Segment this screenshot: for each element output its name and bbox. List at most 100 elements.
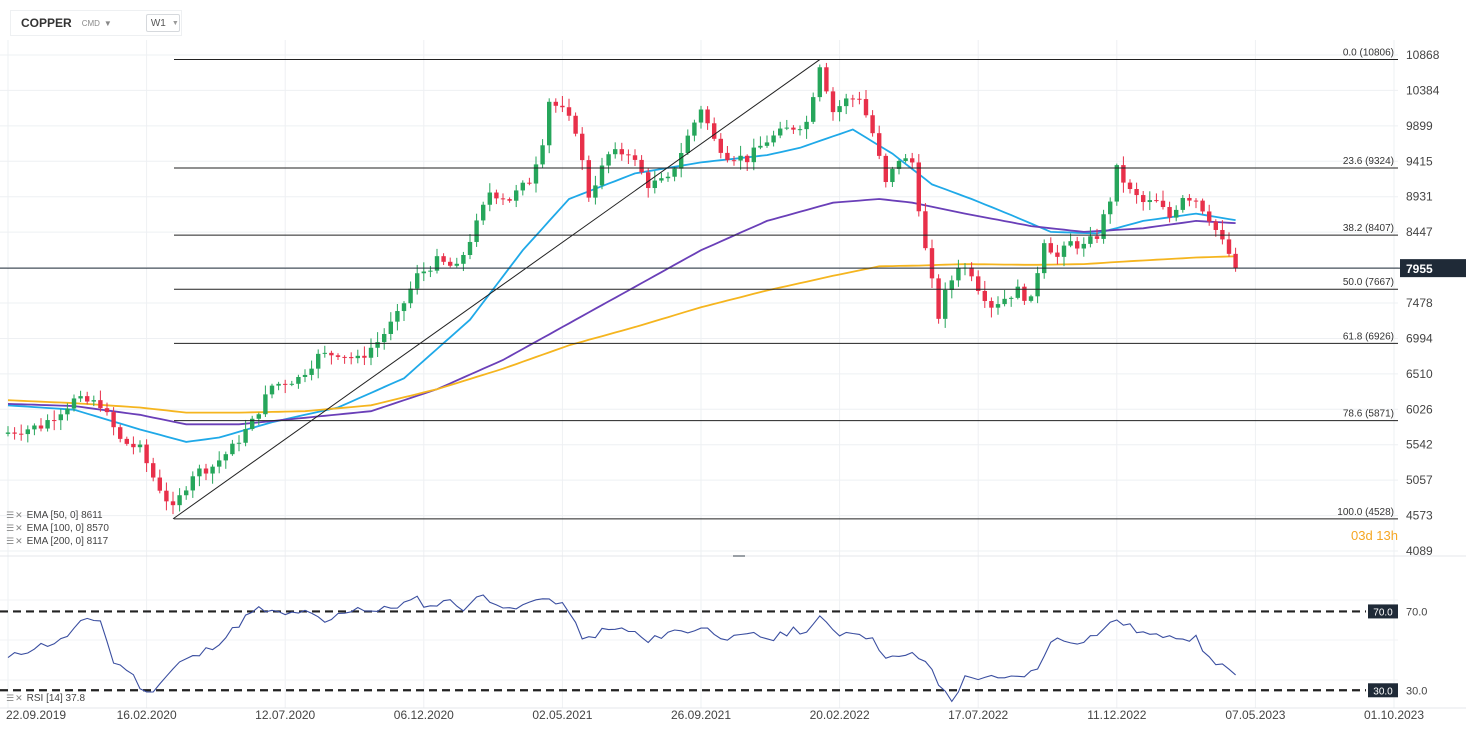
candle-body xyxy=(494,192,499,199)
fib-label: 38.2 (8407) xyxy=(1343,223,1394,234)
candle-body xyxy=(1009,297,1014,299)
candle-body xyxy=(335,355,341,357)
settings-icon[interactable]: ☰ xyxy=(6,522,15,533)
settings-icon[interactable]: ☰ xyxy=(6,692,15,703)
indicator-value: 37.8 xyxy=(65,692,86,704)
close-icon[interactable]: ✕ xyxy=(15,522,23,533)
candle-body xyxy=(1088,236,1093,244)
candle-body xyxy=(626,154,631,156)
candle-body xyxy=(111,412,116,428)
fib-label: 0.0 (10806) xyxy=(1343,48,1394,59)
candle-body xyxy=(144,444,149,464)
candle-body xyxy=(989,301,994,308)
close-icon[interactable]: ✕ xyxy=(15,509,23,520)
candle-body xyxy=(811,97,816,122)
candle-body xyxy=(1154,200,1159,202)
candle-body xyxy=(421,271,426,274)
candle-body xyxy=(309,368,314,375)
current-price-tag xyxy=(1400,259,1466,278)
candle-body xyxy=(1160,200,1166,208)
candle-body xyxy=(1193,200,1199,202)
candle-body xyxy=(236,442,242,444)
chevron-down-icon[interactable]: ▼ xyxy=(103,18,112,28)
symbol-name[interactable]: COPPER xyxy=(21,16,72,30)
candle-body xyxy=(104,408,110,413)
candle-body xyxy=(791,127,796,130)
candle-body xyxy=(725,152,730,161)
indicator-value: 8570 xyxy=(86,522,109,534)
candle-body xyxy=(52,420,57,422)
timeframe-select[interactable]: W1 ▼ xyxy=(145,14,180,32)
candle-body xyxy=(58,414,63,421)
candle-body xyxy=(692,122,697,136)
candle-body xyxy=(487,192,492,205)
candle-body xyxy=(718,138,723,153)
candle-body xyxy=(1127,182,1133,190)
candle-body xyxy=(745,155,750,163)
trendline[interactable] xyxy=(172,59,821,520)
candle-body xyxy=(652,180,657,189)
candle-body xyxy=(217,460,222,467)
candle-body xyxy=(844,98,849,107)
candle-body xyxy=(910,158,915,163)
close-icon[interactable]: ✕ xyxy=(15,692,23,703)
candle-body xyxy=(12,432,17,434)
candle-body xyxy=(817,67,822,98)
candle-body xyxy=(771,135,776,143)
candle-body xyxy=(355,355,360,359)
candle-body xyxy=(613,149,618,155)
candle-body xyxy=(500,198,506,200)
ema50-line xyxy=(7,128,1236,443)
candle-body xyxy=(289,383,294,385)
candle-body xyxy=(434,256,440,271)
candle-body xyxy=(560,105,565,108)
candle-body xyxy=(698,109,704,123)
candle-body xyxy=(38,425,44,429)
candle-body xyxy=(263,394,268,415)
grid-lines xyxy=(0,40,1466,709)
settings-icon[interactable]: ☰ xyxy=(6,509,15,520)
candle-body xyxy=(659,178,664,181)
candle-body xyxy=(731,160,737,162)
candle-body xyxy=(1015,286,1020,298)
indicator-legend-ema100[interactable]: ☰ ✕ EMA [100, 0] 8570 xyxy=(6,522,109,534)
candle-body xyxy=(896,160,902,169)
time-tick-label: 07.05.2023 xyxy=(1225,708,1285,722)
indicator-legend-ema200[interactable]: ☰ ✕ EMA [200, 0] 8117 xyxy=(6,535,108,547)
settings-icon[interactable]: ☰ xyxy=(6,535,15,546)
candle-body xyxy=(78,396,83,399)
candle-body xyxy=(758,145,763,148)
candle-body xyxy=(877,133,882,156)
candle-body xyxy=(368,347,374,358)
candle-body xyxy=(533,164,539,184)
rsi-panel: 70.0 70.0 30.0 30.0 xyxy=(0,594,1427,703)
candle-body xyxy=(375,342,380,348)
time-tick-label: 11.12.2022 xyxy=(1087,708,1146,722)
candle-body xyxy=(764,142,770,146)
candle-body xyxy=(243,429,248,443)
indicator-legend-ema50[interactable]: ☰ ✕ EMA [50, 0] 8611 xyxy=(6,509,103,521)
candle-body xyxy=(85,396,90,402)
candle-body xyxy=(322,352,327,354)
candle-body xyxy=(520,182,525,191)
candle-body xyxy=(1226,239,1232,254)
candle-body xyxy=(639,159,644,173)
price-tick-label: 4573 xyxy=(1406,509,1433,523)
indicator-legend-rsi[interactable]: ☰ ✕ RSI [14] 37.8 xyxy=(6,692,85,704)
close-icon[interactable]: ✕ xyxy=(15,535,23,546)
price-tick-label: 5542 xyxy=(1406,438,1433,452)
fibonacci-levels: 0.0 (10806) 23.6 (9324) 38.2 (8407) 50.0 (7… xyxy=(174,48,1398,520)
time-tick-label: 06.12.2020 xyxy=(394,708,454,722)
candle-body xyxy=(197,468,202,477)
time-axis: 22.09.2019 16.02.2020 12.07.2020 06.12.2020… xyxy=(6,708,1424,722)
candle-body xyxy=(712,123,717,139)
rsi-line xyxy=(7,594,1236,703)
candle-body xyxy=(1028,296,1034,301)
candle-body xyxy=(71,398,77,409)
timeframe-value: W1 xyxy=(150,17,166,29)
fib-label: 100.0 (4528) xyxy=(1337,507,1394,518)
candle-body xyxy=(857,98,862,100)
candle-body xyxy=(540,145,545,165)
candle-body xyxy=(956,268,961,281)
